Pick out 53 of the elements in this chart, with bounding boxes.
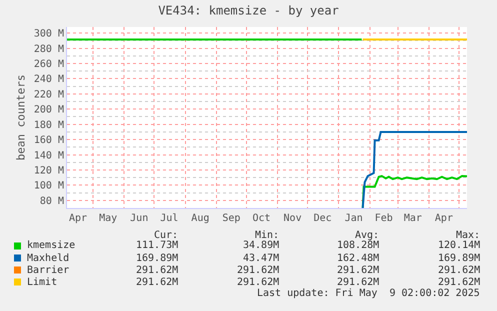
text: 108.28M: [337, 240, 380, 251]
x-tick-label: Jun: [130, 213, 148, 224]
x-tick-label: Jan: [344, 213, 363, 224]
y-tick-label: 280 M: [34, 44, 64, 55]
text: 111.73M: [136, 240, 178, 251]
y-axis-title: bean counters: [14, 74, 28, 161]
x-tick-label: Dec: [314, 213, 332, 224]
x-tick-label: Mar: [404, 213, 422, 224]
text: 34.89M: [243, 240, 280, 251]
y-tick-label: 220 M: [34, 89, 64, 100]
y-tick-label: 200 M: [34, 104, 64, 116]
y-tick-label: 300 M: [34, 28, 64, 40]
x-tick-label: Oct: [252, 213, 271, 224]
text: Last update: Fri May 9 02:00:02 2025: [257, 288, 480, 299]
text: 120.14M: [438, 240, 480, 251]
x-tick-label: Feb: [374, 213, 393, 224]
line-series: [362, 131, 467, 208]
text: 291.62M: [136, 265, 178, 276]
y-tick-label: 160 M: [34, 135, 64, 146]
text: 162.48M: [337, 253, 380, 264]
x-tick-label: Nov: [284, 213, 302, 224]
text: 169.89M: [438, 253, 480, 264]
text: Min:: [255, 230, 280, 241]
y-tick-label: 180 M: [34, 120, 64, 131]
x-tick-label: Apr: [69, 213, 88, 224]
y-tick-label: 240 M: [34, 74, 64, 86]
legend-label: Barrier: [27, 265, 70, 276]
text: 291.62M: [438, 265, 480, 276]
x-tick-label: Apr: [434, 213, 453, 224]
text: Cur:: [154, 230, 178, 241]
x-tick-label: Aug: [191, 213, 210, 224]
x-tick-label: May: [99, 213, 118, 224]
legend-label: kmemsize: [27, 240, 76, 251]
text: 43.47M: [243, 253, 280, 264]
y-tick-label: 100 M: [34, 180, 64, 192]
text: Max:: [456, 230, 480, 241]
x-tick-label: Jul: [160, 213, 178, 224]
legend-label: Limit: [27, 277, 58, 288]
text: 291.62M: [438, 277, 480, 288]
y-tick-label: 260 M: [34, 59, 64, 70]
x-tick-label: Sep: [222, 213, 240, 224]
text: 291.62M: [337, 277, 380, 288]
y-tick-label: 80 M: [40, 196, 64, 207]
text: 169.89M: [136, 253, 178, 264]
text: 291.62M: [237, 265, 280, 276]
chart-title: VE434: kmemsize - by year: [158, 3, 339, 18]
y-tick-label: 120 M: [34, 165, 64, 176]
y-tick-label: 140 M: [34, 150, 64, 162]
text: 291.62M: [237, 277, 280, 288]
legend-label: Maxheld: [27, 253, 70, 264]
text: Avg:: [355, 230, 380, 241]
text: 291.62M: [337, 265, 380, 276]
text: 291.62M: [136, 277, 178, 288]
